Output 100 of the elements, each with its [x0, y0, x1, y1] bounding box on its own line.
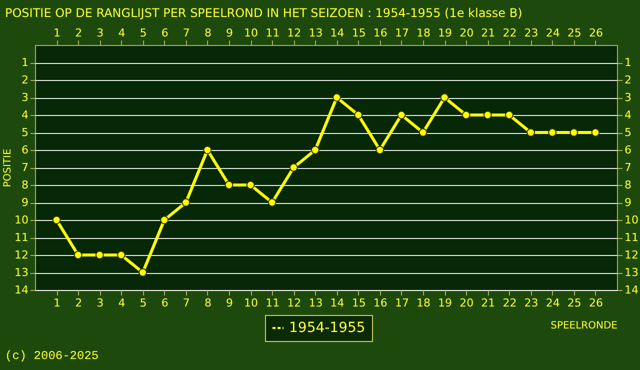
x2-tick-label: 18	[416, 26, 430, 40]
x-tick-label: 12	[287, 296, 302, 310]
x-tick-label: 20	[460, 296, 474, 310]
x2-tick-label: 25	[567, 26, 582, 40]
point	[570, 128, 578, 137]
y2-tick-label: 1	[624, 56, 632, 69]
x2-tick-label: 12	[287, 26, 302, 40]
y2-tick-label: 5	[624, 126, 632, 139]
x2-tick-label: 2	[75, 26, 82, 40]
x-tick-label: 17	[394, 296, 409, 310]
point	[203, 146, 212, 154]
y-tick-label: 4	[22, 108, 28, 122]
x2-tick-label: 6	[161, 26, 168, 40]
y2-tick-label: 13	[624, 266, 638, 279]
y-tick-label: 11	[14, 231, 28, 244]
y-tick-label: 10	[14, 214, 28, 226]
x-tick-label: 16	[373, 296, 388, 310]
x2-tick-label: 19	[438, 26, 452, 40]
y-tick-label: 6	[22, 144, 28, 156]
x2-tick-label: 14	[330, 26, 344, 40]
y-tick-label: 7	[22, 161, 28, 174]
x-tick-label: 1	[54, 296, 61, 310]
y-tick-label: 12	[14, 248, 28, 262]
point	[138, 268, 147, 277]
point	[397, 110, 406, 120]
point	[268, 198, 276, 207]
x2-tick-label: 10	[244, 26, 258, 40]
x2-tick-label: 8	[204, 26, 212, 40]
point	[52, 216, 61, 224]
x-tick-label: 9	[226, 296, 233, 310]
x-tick-label: 25	[567, 296, 582, 310]
y2-tick-label: 14	[624, 284, 638, 296]
y2-tick-label: 2	[624, 74, 632, 86]
point	[224, 180, 234, 190]
point	[182, 198, 190, 207]
y2-tick-label: 3	[624, 91, 632, 104]
point	[311, 146, 320, 154]
y2-tick-label: 9	[624, 196, 632, 209]
x-tick-label: 10	[244, 296, 258, 310]
x2-tick-label: 23	[524, 26, 538, 40]
x2-tick-label: 1	[54, 26, 61, 40]
x2-tick-label: 26	[588, 26, 603, 40]
x-tick-label: 5	[140, 296, 147, 310]
point	[440, 93, 449, 102]
y2-tick-label: 10	[624, 214, 638, 226]
x2-tick-label: 5	[140, 26, 147, 40]
point	[160, 216, 169, 224]
point	[462, 110, 470, 120]
point	[548, 128, 557, 137]
x2-tick-label: 16	[373, 26, 388, 40]
point	[591, 128, 600, 137]
y-tick-label: 2	[22, 74, 28, 86]
point	[418, 128, 428, 137]
y2-tick-label: 7	[624, 161, 632, 174]
x-tick-label: 7	[182, 296, 190, 310]
point	[526, 128, 535, 137]
x-tick-label: 23	[524, 296, 538, 310]
x2-tick-label: 17	[394, 26, 409, 40]
x2-tick-label: 24	[546, 26, 560, 40]
y2-tick-label: 11	[624, 231, 638, 244]
x-tick-label: 3	[96, 296, 104, 310]
x-tick-label: 6	[161, 296, 168, 310]
y2-tick-label: 6	[624, 144, 632, 156]
x2-tick-label: 4	[118, 26, 126, 40]
point	[289, 163, 298, 172]
y-tick-label: 13	[14, 266, 28, 279]
x2-tick-label: 3	[96, 26, 104, 40]
point	[354, 110, 363, 120]
x2-tick-label: 11	[266, 26, 280, 40]
y-tick-label: 9	[22, 196, 28, 209]
x2-tick-label: 7	[182, 26, 190, 40]
y-tick-label: 14	[14, 284, 28, 296]
x-axis-title: SPEELRONDE	[550, 320, 618, 332]
y2-tick-label: 4	[624, 108, 632, 122]
x2-tick-label: 15	[352, 26, 366, 40]
x-tick-label: 24	[546, 296, 560, 310]
x2-tick-label: 22	[502, 26, 517, 40]
point	[74, 250, 82, 260]
x2-tick-label: 13	[308, 26, 323, 40]
y-tick-label: 3	[22, 91, 28, 104]
y2-tick-label: 12	[624, 248, 638, 262]
text: (c) 2006-2025	[5, 349, 99, 363]
x-tick-label: 11	[266, 296, 280, 310]
y-tick-label: 1	[22, 56, 28, 69]
y-tick-label: 5	[22, 126, 28, 139]
point	[376, 146, 384, 154]
x-tick-label: 15	[352, 296, 366, 310]
x-tick-label: 4	[118, 296, 126, 310]
x-tick-label: 18	[416, 296, 430, 310]
y-axis-title: POSITIE	[2, 148, 14, 188]
x-tick-label: 22	[502, 296, 517, 310]
x-tick-label: 13	[308, 296, 323, 310]
y-tick-label: 8	[22, 178, 28, 192]
point	[246, 180, 255, 190]
y2-tick-label: 8	[624, 178, 632, 192]
point	[505, 110, 514, 120]
x2-tick-label: 20	[460, 26, 474, 40]
x2-tick-label: 21	[481, 26, 496, 40]
x-tick-label: 19	[438, 296, 452, 310]
chart-title: POSITIE OP DE RANGLIJST PER SPEELROND IN HET SEIZOEN : 1954-1955 (1e klasse B)	[5, 6, 522, 20]
